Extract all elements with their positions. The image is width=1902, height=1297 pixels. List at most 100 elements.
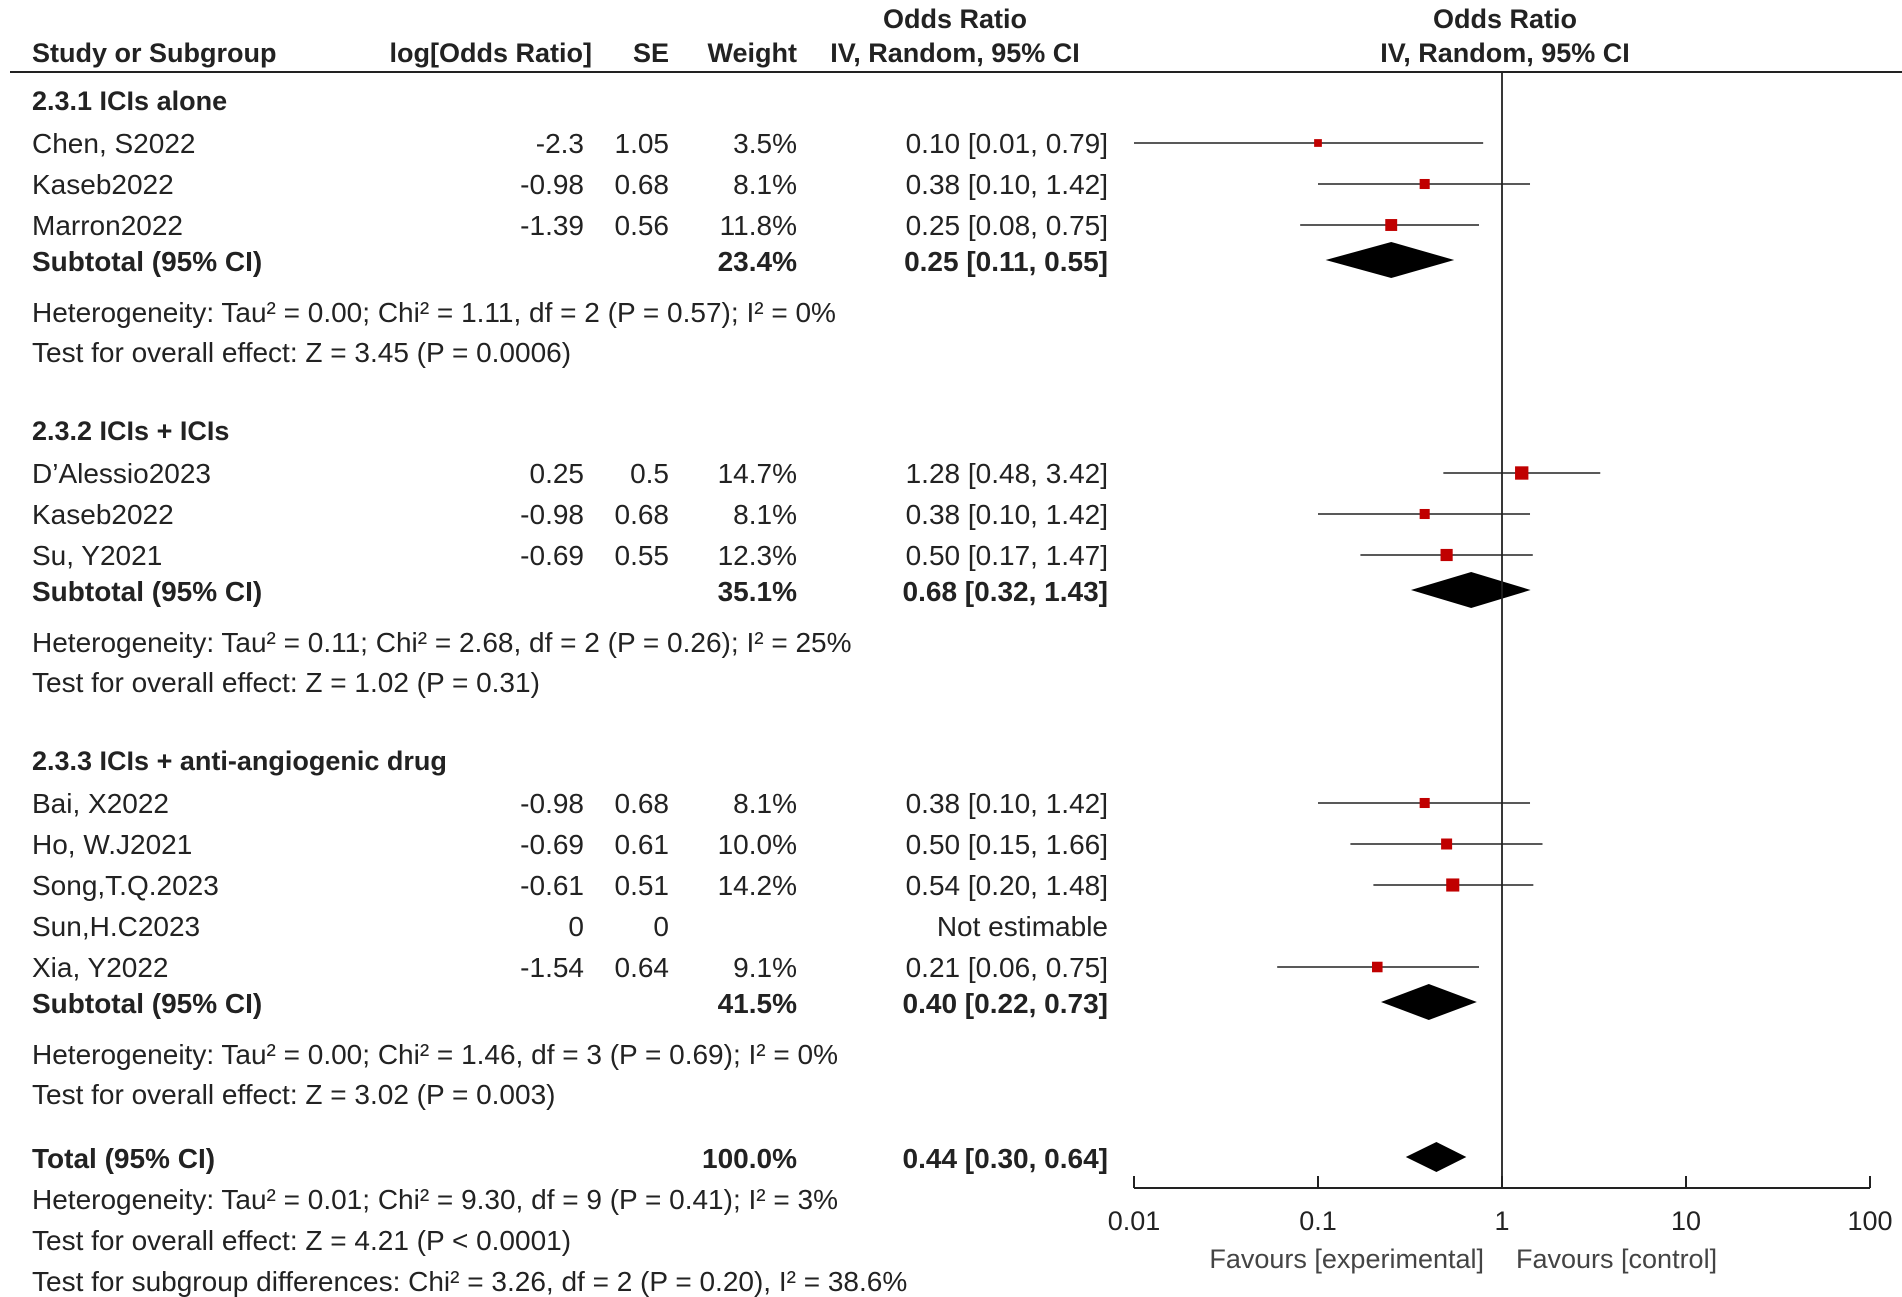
- subtotal-label: Subtotal (95% CI): [32, 576, 262, 607]
- plot-header-title: Odds Ratio: [1433, 4, 1577, 34]
- standard-error: 0.68: [615, 499, 670, 530]
- table-row: Marron2022 -1.39 0.56 11.8% 0.25 [0.08, 0.75…: [32, 210, 1108, 241]
- subtotal-row: Subtotal (95% CI) 23.4% 0.25 [0.11, 0.55]: [32, 246, 1108, 277]
- log-odds-ratio: 0: [568, 911, 584, 942]
- standard-error: 1.05: [615, 128, 670, 159]
- log-odds-ratio: -0.69: [520, 829, 584, 860]
- subtotal-label: Subtotal (95% CI): [32, 246, 262, 277]
- point-estimate-square: [1446, 878, 1460, 892]
- total-diamond: [1405, 1142, 1467, 1172]
- subtotal-ci: 0.68 [0.32, 1.43]: [903, 576, 1108, 607]
- point-estimate-square: [1440, 548, 1453, 562]
- study-name: Kaseb2022: [32, 499, 174, 530]
- table-body: 2.3.1 ICIs alone Chen, S2022 -2.3 1.05 3.5% 0…: [32, 86, 1108, 1297]
- study-name: Su, Y2021: [32, 540, 162, 571]
- favours-control-label: Favours [control]: [1516, 1244, 1717, 1274]
- table-row: Kaseb2022 -0.98 0.68 8.1% 0.38 [0.10, 1.42]: [32, 499, 1108, 530]
- total-heterogeneity-text: Heterogeneity: Tau² = 0.01; Chi² = 9.30,…: [32, 1184, 838, 1215]
- odds-ratio-ci: 0.38 [0.10, 1.42]: [906, 499, 1108, 530]
- weight: 9.1%: [733, 952, 797, 983]
- study-name: Marron2022: [32, 210, 183, 241]
- standard-error: 0.68: [615, 169, 670, 200]
- study-name: Bai, X2022: [32, 788, 169, 819]
- overall-effect-text: Test for overall effect: Z = 1.02 (P = 0…: [32, 667, 540, 698]
- standard-error: 0.64: [615, 952, 670, 983]
- point-estimate-square: [1385, 219, 1398, 231]
- subgroup-differences-text: Test for subgroup differences: Chi² = 3.…: [32, 1266, 907, 1297]
- heterogeneity-text: Heterogeneity: Tau² = 0.11; Chi² = 2.68,…: [32, 627, 852, 658]
- log-odds-ratio: -0.98: [520, 788, 584, 819]
- header-log-or: log[Odds Ratio]: [390, 38, 592, 68]
- subtotal-row: Subtotal (95% CI) 41.5% 0.40 [0.22, 0.73]: [32, 988, 1108, 1019]
- table-row: Bai, X2022 -0.98 0.68 8.1% 0.38 [0.10, 1.42]: [32, 788, 1108, 819]
- total-ci: 0.44 [0.30, 0.64]: [903, 1143, 1108, 1174]
- log-odds-ratio: -0.98: [520, 169, 584, 200]
- total-row: Total (95% CI) 100.0% 0.44 [0.30, 0.64]: [32, 1143, 1108, 1174]
- study-name: D’Alessio2023: [32, 458, 211, 489]
- odds-ratio-ci: 1.28 [0.48, 3.42]: [906, 458, 1108, 489]
- table-row: Kaseb2022 -0.98 0.68 8.1% 0.38 [0.10, 1.42]: [32, 169, 1108, 200]
- log-odds-ratio: -2.3: [536, 128, 584, 159]
- x-tick-label: 100: [1847, 1206, 1892, 1236]
- weight: 11.8%: [720, 210, 797, 241]
- subtotal-weight: 41.5%: [718, 988, 797, 1019]
- odds-ratio-ci: 0.25 [0.08, 0.75]: [906, 210, 1108, 241]
- point-estimate-square: [1419, 797, 1430, 809]
- log-odds-ratio: -0.69: [520, 540, 584, 571]
- weight: 8.1%: [733, 169, 797, 200]
- table-row: Su, Y2021 -0.69 0.55 12.3% 0.50 [0.17, 1.47]: [32, 540, 1108, 571]
- x-tick-label: 10: [1671, 1206, 1701, 1236]
- point-estimate-square: [1515, 466, 1529, 480]
- x-tick-label: 0.1: [1299, 1206, 1337, 1236]
- heterogeneity-text: Heterogeneity: Tau² = 0.00; Chi² = 1.11,…: [32, 297, 836, 328]
- study-name: Song,T.Q.2023: [32, 870, 219, 901]
- weight: 14.2%: [718, 870, 797, 901]
- overall-effect-text: Test for overall effect: Z = 3.45 (P = 0…: [32, 337, 571, 368]
- total-label: Total (95% CI): [32, 1143, 215, 1174]
- subtotal-label: Subtotal (95% CI): [32, 988, 262, 1019]
- table-row: Xia, Y2022 -1.54 0.64 9.1% 0.21 [0.06, 0.75]: [32, 952, 1108, 983]
- heterogeneity-text: Heterogeneity: Tau² = 0.00; Chi² = 1.46,…: [32, 1039, 838, 1070]
- favours-experimental-label: Favours [experimental]: [1209, 1244, 1484, 1274]
- subtotal-weight: 35.1%: [718, 576, 797, 607]
- subgroup-heading: 2.3.1 ICIs alone: [32, 86, 227, 116]
- standard-error: 0.68: [615, 788, 670, 819]
- subtotal-weight: 23.4%: [718, 246, 797, 277]
- odds-ratio-ci: 0.21 [0.06, 0.75]: [906, 952, 1108, 983]
- header-study: Study or Subgroup: [32, 38, 276, 68]
- weight: 14.7%: [718, 458, 797, 489]
- plot-header-method: IV, Random, 95% CI: [1380, 38, 1630, 68]
- point-estimate-square: [1419, 508, 1430, 520]
- log-odds-ratio: -1.39: [520, 210, 584, 241]
- study-name: Kaseb2022: [32, 169, 174, 200]
- point-estimate-square: [1372, 961, 1383, 973]
- standard-error: 0.5: [630, 458, 669, 489]
- point-estimate-square: [1419, 178, 1430, 190]
- study-name: Sun,H.C2023: [32, 911, 200, 942]
- odds-ratio-ci: 0.50 [0.17, 1.47]: [906, 540, 1108, 571]
- log-odds-ratio: -1.54: [520, 952, 584, 983]
- subtotal-diamond: [1325, 242, 1455, 278]
- odds-ratio-ci: 0.54 [0.20, 1.48]: [906, 870, 1108, 901]
- header-or-method: IV, Random, 95% CI: [830, 38, 1080, 68]
- study-name: Xia, Y2022: [32, 952, 169, 983]
- table-row: Chen, S2022 -2.3 1.05 3.5% 0.10 [0.01, 0.79]: [32, 128, 1108, 159]
- table-row: Sun,H.C2023 0 0 Not estimable: [32, 911, 1108, 942]
- x-tick-label: 1: [1494, 1206, 1509, 1236]
- weight: 8.1%: [733, 499, 797, 530]
- log-odds-ratio: -0.98: [520, 499, 584, 530]
- odds-ratio-ci: Not estimable: [937, 911, 1108, 942]
- odds-ratio-ci: 0.38 [0.10, 1.42]: [906, 788, 1108, 819]
- header-se: SE: [633, 38, 669, 68]
- total-weight: 100.0%: [702, 1143, 797, 1174]
- standard-error: 0: [653, 911, 669, 942]
- x-tick-label: 0.01: [1108, 1206, 1161, 1236]
- log-odds-ratio: 0.25: [530, 458, 585, 489]
- header-or-title: Odds Ratio: [883, 4, 1027, 34]
- weight: 8.1%: [733, 788, 797, 819]
- standard-error: 0.61: [615, 829, 670, 860]
- table-header: Study or Subgroup log[Odds Ratio] SE Wei…: [32, 4, 1630, 68]
- study-name: Ho, W.J2021: [32, 829, 192, 860]
- standard-error: 0.55: [615, 540, 670, 571]
